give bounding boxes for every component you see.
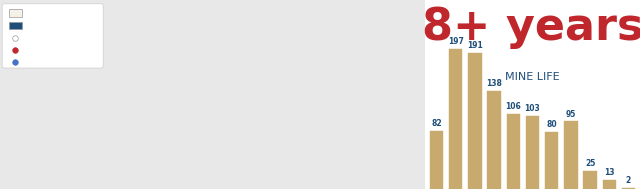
- Text: 25: 25: [585, 160, 595, 168]
- Text: 191: 191: [467, 41, 483, 50]
- Text: 103: 103: [525, 104, 540, 113]
- Bar: [564, 122, 578, 189]
- Text: 197: 197: [448, 37, 463, 46]
- Bar: [526, 116, 540, 189]
- FancyBboxPatch shape: [2, 4, 103, 68]
- Bar: [507, 114, 520, 189]
- Text: Existing SR Property: Existing SR Property: [28, 11, 83, 16]
- Bar: [449, 49, 463, 189]
- Text: 138: 138: [486, 79, 502, 88]
- Text: Pony Creek: Pony Creek: [28, 23, 59, 28]
- Bar: [468, 53, 482, 189]
- Text: 13: 13: [604, 168, 614, 177]
- Bar: [8, 22, 22, 29]
- Bar: [584, 171, 597, 189]
- Text: 82: 82: [431, 119, 442, 128]
- Text: 80: 80: [547, 120, 557, 129]
- Text: 2: 2: [626, 176, 631, 185]
- Bar: [488, 91, 501, 189]
- Text: MINE LIFE: MINE LIFE: [505, 72, 560, 82]
- Text: 106: 106: [506, 102, 521, 111]
- Bar: [603, 180, 616, 189]
- Bar: [545, 132, 559, 189]
- Bar: [430, 131, 444, 189]
- Text: Resources: Resources: [28, 48, 56, 53]
- Bar: [622, 187, 636, 189]
- Text: 8+ years: 8+ years: [422, 6, 640, 49]
- Text: 95: 95: [566, 110, 576, 119]
- Text: Reserves: Reserves: [28, 60, 53, 65]
- Bar: [8, 9, 22, 17]
- Text: Mineralized Trends: Mineralized Trends: [28, 35, 79, 40]
